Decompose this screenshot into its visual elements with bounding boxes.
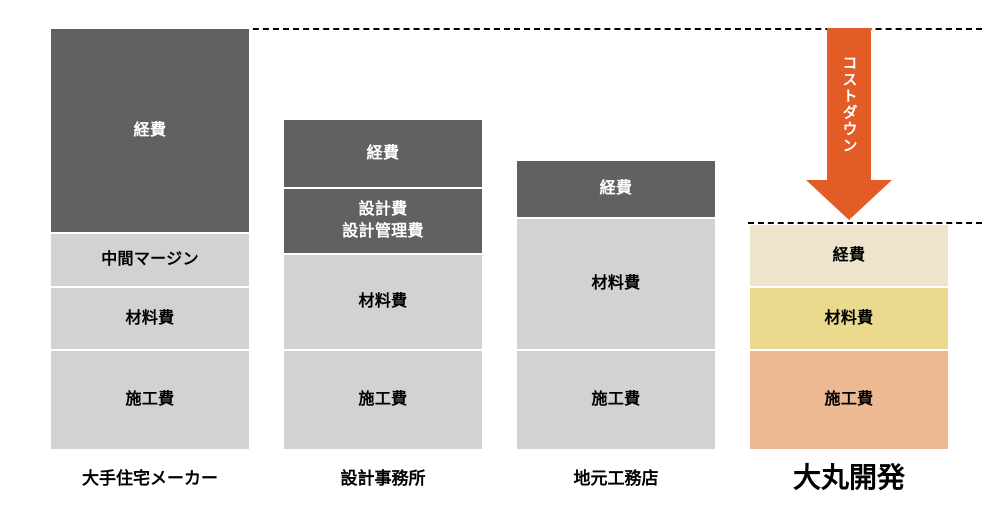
segment: 材料費 (516, 218, 716, 350)
column-0: 施工費材料費中間マージン経費大手住宅メーカー (50, 28, 250, 450)
cost-down-arrow: コストダウン (806, 28, 892, 220)
segment: 経費 (516, 160, 716, 218)
column-1: 施工費材料費設計費 設計管理費経費設計事務所 (283, 119, 483, 450)
segment-label: 材料費 (359, 291, 408, 313)
segment-label: 施工費 (359, 389, 408, 411)
cost-down-arrow-label: コストダウン (839, 55, 860, 154)
segment-label: 施工費 (592, 389, 641, 411)
segment: 経費 (749, 224, 949, 287)
column-label: 大手住宅メーカー (82, 450, 218, 489)
column-2: 施工費材料費経費地元工務店 (516, 160, 716, 450)
cost-down-arrow-body: コストダウン (827, 28, 871, 180)
column-label: 大丸開発 (793, 450, 905, 496)
cost-down-arrow-head (806, 180, 892, 220)
segment-label: 経費 (600, 178, 633, 200)
cost-comparison-chart: 施工費材料費中間マージン経費大手住宅メーカー施工費材料費設計費 設計管理費経費設… (0, 0, 1000, 520)
segment-label: 設計費 設計管理費 (342, 199, 424, 242)
segment: 経費 (283, 119, 483, 188)
segment-label: 施工費 (126, 389, 175, 411)
segment-label: 経費 (833, 245, 866, 267)
segment: 材料費 (283, 254, 483, 350)
segment: 材料費 (749, 287, 949, 350)
segment-label: 施工費 (825, 389, 874, 411)
segment: 施工費 (50, 350, 250, 450)
column-3: 施工費材料費経費大丸開発 (749, 224, 949, 450)
column-label: 地元工務店 (574, 450, 659, 489)
segment-label: 中間マージン (101, 249, 199, 271)
segment-label: 経費 (367, 143, 400, 165)
segment: 経費 (50, 28, 250, 233)
segment-label: 経費 (134, 120, 167, 142)
segment-label: 材料費 (592, 273, 641, 295)
column-label: 設計事務所 (341, 450, 426, 489)
segment: 施工費 (749, 350, 949, 450)
segment: 中間マージン (50, 233, 250, 287)
segment: 設計費 設計管理費 (283, 188, 483, 254)
segment-label: 材料費 (825, 308, 874, 330)
segment-label: 材料費 (126, 308, 175, 330)
segment: 施工費 (283, 350, 483, 450)
segment: 材料費 (50, 287, 250, 350)
segment: 施工費 (516, 350, 716, 450)
